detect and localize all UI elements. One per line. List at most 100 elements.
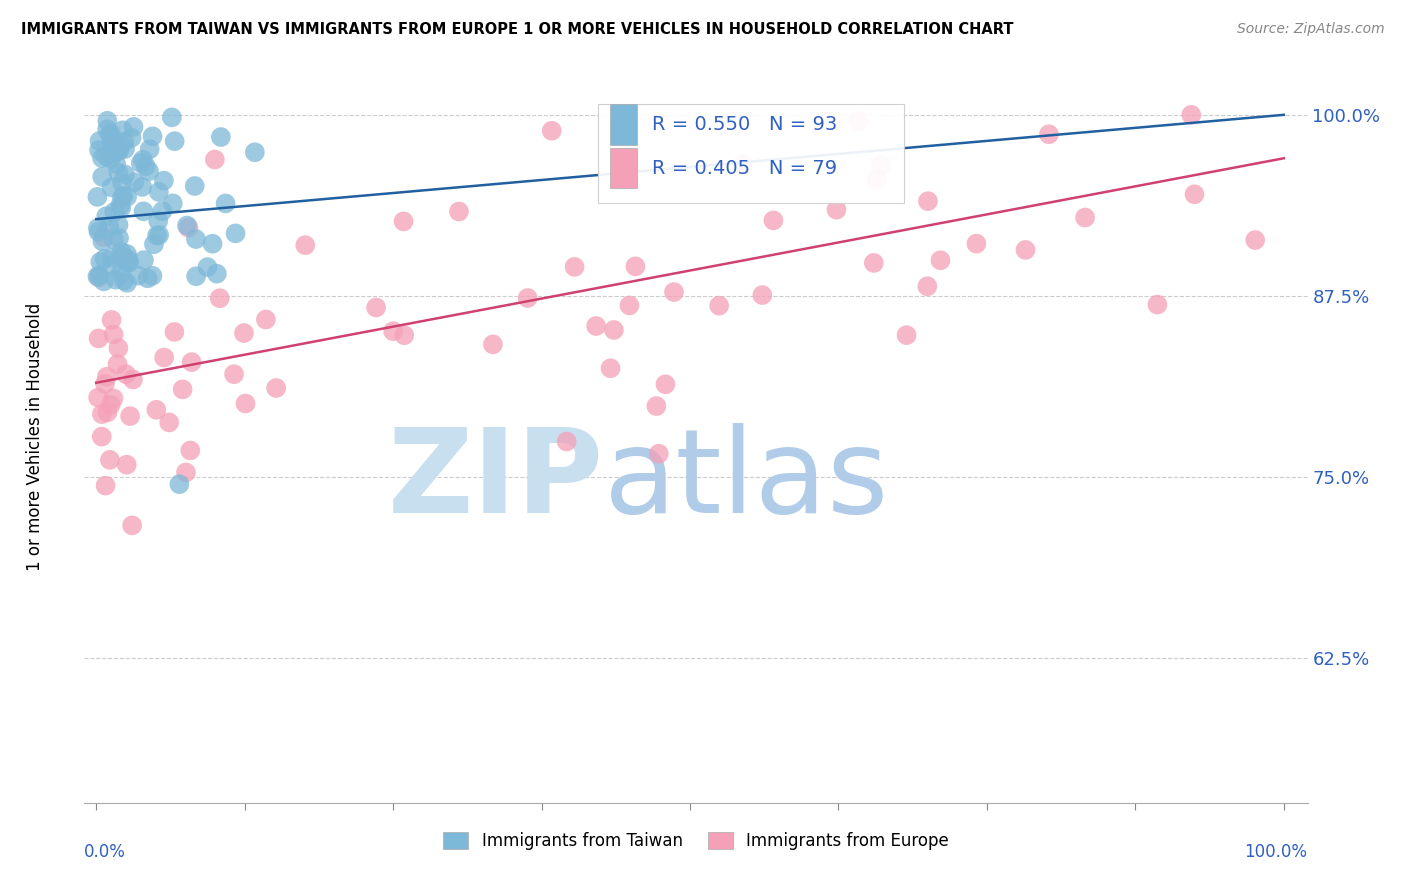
Point — [132, 253, 155, 268]
Point — [645, 399, 668, 413]
Point — [162, 196, 184, 211]
Point — [115, 276, 138, 290]
Text: 1 or more Vehicles in Household: 1 or more Vehicles in Household — [27, 303, 45, 571]
Point — [98, 152, 121, 166]
Point — [115, 247, 138, 261]
Point — [896, 328, 918, 343]
Point — [599, 361, 621, 376]
Point — [111, 176, 134, 190]
Point — [585, 318, 607, 333]
Point — [160, 111, 183, 125]
Point — [107, 341, 129, 355]
Point — [86, 269, 108, 284]
Point — [264, 381, 287, 395]
Point — [91, 235, 114, 249]
Point — [103, 392, 125, 406]
Point — [751, 288, 773, 302]
Point — [172, 383, 194, 397]
Point — [1038, 128, 1060, 142]
Point — [89, 134, 111, 148]
Point — [115, 255, 138, 269]
Point — [110, 201, 132, 215]
Point — [104, 273, 127, 287]
Point — [866, 172, 889, 186]
Point — [146, 228, 169, 243]
Point — [86, 190, 108, 204]
Point — [127, 268, 149, 283]
Point — [114, 168, 136, 182]
Point — [142, 237, 165, 252]
Point — [862, 256, 884, 270]
Point — [1014, 243, 1036, 257]
Point — [107, 357, 129, 371]
Point — [929, 253, 952, 268]
Point — [138, 164, 160, 178]
Point — [101, 251, 124, 265]
Point — [157, 416, 180, 430]
Point — [1074, 211, 1097, 225]
Point — [204, 153, 226, 167]
Point — [111, 123, 134, 137]
Point — [169, 477, 191, 491]
Point — [110, 198, 132, 212]
Point — [91, 169, 114, 184]
Point — [662, 285, 685, 299]
Point — [89, 255, 111, 269]
Point — [111, 249, 134, 263]
Point — [90, 407, 112, 421]
Point — [141, 268, 163, 283]
Point — [243, 145, 266, 160]
Point — [114, 142, 136, 156]
Point — [121, 130, 143, 145]
Point — [1184, 187, 1206, 202]
Point — [122, 120, 145, 134]
Point — [87, 225, 110, 239]
Point — [129, 156, 152, 170]
Point — [222, 367, 245, 381]
Point — [179, 443, 201, 458]
Point — [87, 143, 110, 157]
Point — [564, 260, 586, 274]
Point — [174, 466, 197, 480]
Point — [110, 244, 132, 259]
Point — [108, 231, 131, 245]
Point — [117, 252, 139, 267]
Point — [184, 232, 207, 246]
Bar — [610, 104, 637, 145]
Point — [540, 124, 562, 138]
Point — [163, 134, 186, 148]
Point — [148, 214, 170, 228]
Point — [98, 453, 121, 467]
Point — [294, 238, 316, 252]
Point — [825, 202, 848, 217]
Point — [233, 326, 256, 340]
Point — [177, 220, 200, 235]
Point — [183, 179, 205, 194]
Point — [197, 260, 219, 274]
Point — [104, 137, 127, 152]
Point — [176, 219, 198, 233]
Point — [917, 279, 939, 293]
Legend: Immigrants from Taiwan, Immigrants from Europe: Immigrants from Taiwan, Immigrants from … — [437, 825, 955, 856]
Point — [848, 114, 870, 128]
Point — [1146, 297, 1168, 311]
Point — [208, 291, 231, 305]
Point — [96, 113, 118, 128]
Point — [184, 269, 207, 284]
Text: 0.0%: 0.0% — [84, 843, 127, 861]
Point — [103, 205, 125, 219]
Point — [89, 268, 111, 283]
Point — [87, 391, 110, 405]
Text: IMMIGRANTS FROM TAIWAN VS IMMIGRANTS FROM EUROPE 1 OR MORE VEHICLES IN HOUSEHOLD: IMMIGRANTS FROM TAIWAN VS IMMIGRANTS FRO… — [21, 22, 1014, 37]
Point — [150, 204, 173, 219]
Point — [364, 301, 387, 315]
Point — [112, 273, 135, 287]
Point — [104, 145, 127, 160]
Point — [100, 313, 122, 327]
Point — [96, 369, 118, 384]
Bar — [610, 148, 637, 188]
Point — [87, 331, 110, 345]
Point — [103, 232, 125, 246]
Point — [94, 149, 117, 163]
Point — [136, 271, 159, 285]
